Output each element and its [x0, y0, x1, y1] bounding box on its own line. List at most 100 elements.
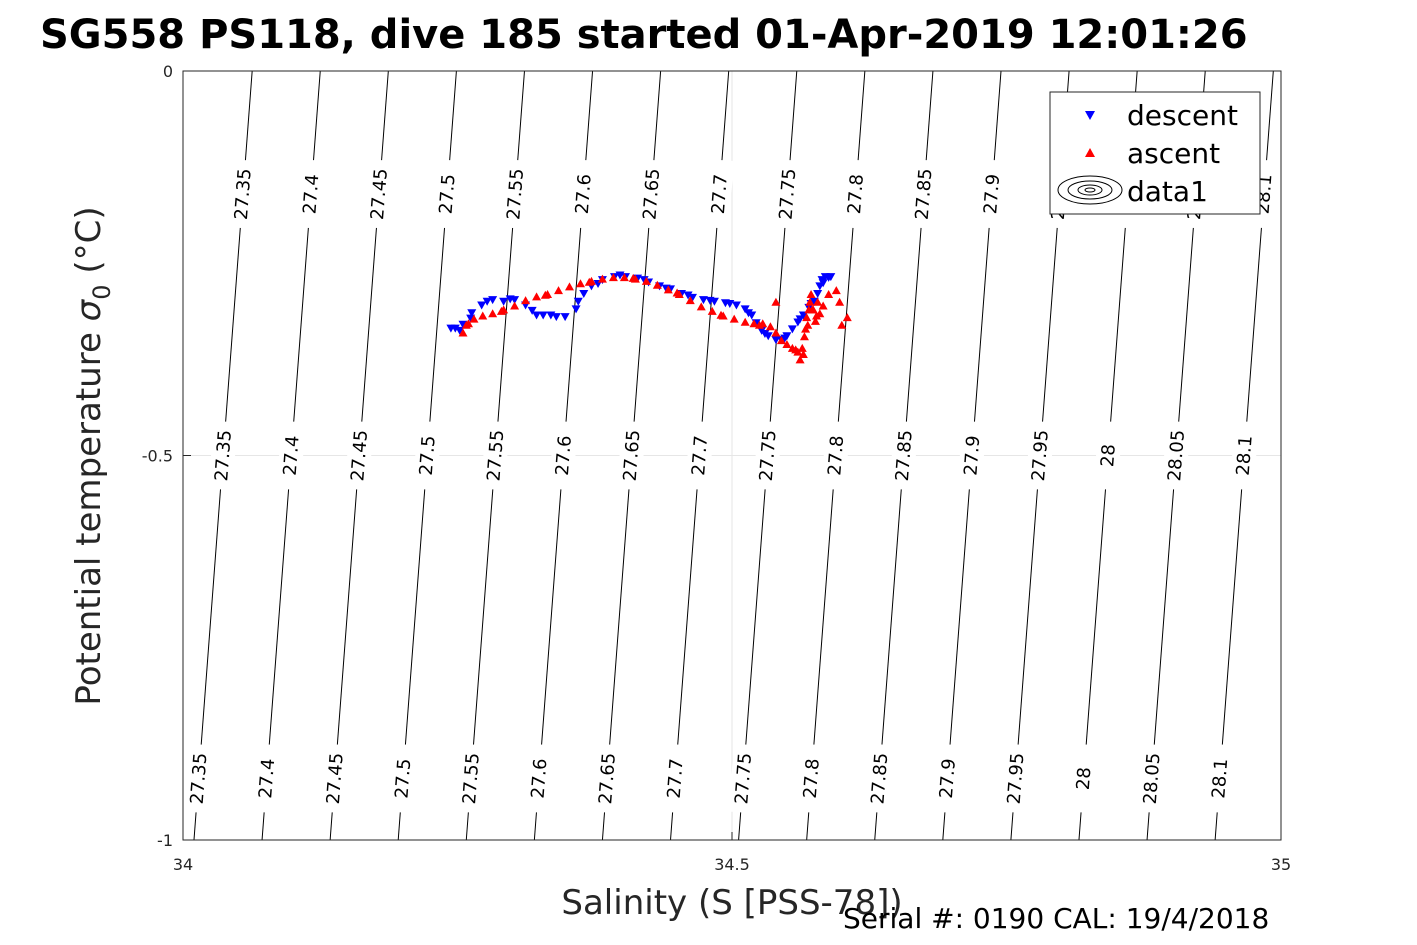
ascent-point: [729, 314, 739, 323]
contour-label: 27.75: [731, 752, 756, 805]
descent-point: [499, 297, 509, 306]
contour-label: 27.9: [980, 173, 1004, 215]
descent-point: [818, 279, 828, 288]
descent-point: [795, 315, 805, 324]
contour-label: 27.8: [800, 758, 824, 800]
contour-label: 27.55: [483, 429, 508, 482]
descent-point: [683, 291, 693, 300]
y-axis-label-subscript: 0: [88, 284, 116, 299]
contour-label-gap: [1025, 420, 1055, 491]
contour-label-gap: [500, 159, 530, 229]
descent-point: [446, 324, 456, 333]
ascent-point: [818, 301, 828, 310]
descent-point: [687, 293, 697, 302]
ascent-point: [628, 273, 638, 282]
contour-label-gap: [909, 159, 939, 229]
contour-label: 27.45: [323, 752, 348, 805]
ascent-point: [798, 349, 808, 358]
y-axis-label: Potential temperature σ0 (°C): [69, 206, 116, 705]
ascent-point: [831, 286, 841, 295]
contour-label: 27.35: [231, 168, 256, 221]
legend-ascent-marker: [1085, 148, 1095, 157]
contour-label-gap: [344, 420, 374, 491]
ascent-point: [782, 339, 792, 348]
contour-label-gap: [821, 420, 851, 491]
contour-label: 27.7: [708, 173, 732, 215]
serial-cal-footer: Serial #: 0190 CAL: 19/4/2018: [843, 902, 1269, 935]
ascent-point: [641, 276, 651, 285]
descent-point: [527, 306, 537, 315]
legend-box: [1049, 91, 1261, 215]
contour-label-gap: [772, 159, 803, 229]
contour-label-gap: [276, 420, 306, 491]
descent-point: [467, 309, 477, 318]
contour-label: 27.45: [347, 429, 372, 482]
ascent-point: [608, 273, 618, 282]
contour-label-gap: [704, 159, 734, 229]
descent-point: [813, 290, 823, 299]
contour-label: 27.55: [459, 752, 484, 805]
ascent-point: [597, 274, 607, 283]
contour-label: 27.65: [620, 429, 645, 482]
contour-label: 27.5: [436, 173, 460, 215]
ascent-point: [776, 336, 786, 345]
ascent-point: [837, 320, 847, 329]
y-axis-label-symbol: σ: [69, 298, 109, 321]
contour-label-gap: [1205, 743, 1235, 814]
contour-label: 27.55: [503, 168, 528, 221]
ascent-point: [554, 286, 564, 295]
contour-label-gap: [412, 420, 442, 491]
descent-point: [560, 313, 570, 322]
descent-point: [477, 301, 487, 310]
ascent-point: [707, 306, 717, 315]
descent-point: [538, 311, 548, 320]
contour-label-gap: [524, 743, 554, 814]
contour-label-gap: [296, 159, 326, 229]
contour-label: 27.6: [528, 758, 552, 800]
contour-label: 27.4: [299, 173, 323, 215]
y-tick-label: -1: [157, 831, 173, 850]
ascent-point: [812, 311, 822, 320]
ascent-point: [652, 280, 662, 289]
contour-label: 27.65: [595, 752, 620, 805]
contour-label: 27.35: [187, 752, 212, 805]
contour-label: 27.35: [211, 429, 236, 482]
ascent-point: [771, 328, 781, 337]
legend-data1-label: data1: [1127, 175, 1208, 208]
y-axis-label-unit: (°C): [69, 206, 109, 284]
ascent-point: [771, 297, 781, 306]
contour-label-gap: [480, 420, 510, 491]
descent-point: [532, 311, 542, 320]
contour-label-gap: [660, 743, 690, 814]
ascent-point: [663, 285, 673, 294]
legend-ascent-label: ascent: [1127, 137, 1220, 170]
contour-label-gap: [617, 420, 647, 491]
contour-label-gap: [252, 743, 282, 814]
contour-label: 28.05: [1140, 752, 1165, 805]
contour-label: 28.05: [1164, 429, 1189, 482]
isopycnal-contours: 27.35 27.35 27.35 27.4 27.4 27.4 27.45 27.45 27.…: [184, 70, 1279, 841]
contour-label: 28: [1097, 443, 1120, 467]
contour-label-gap: [889, 420, 919, 491]
descent-point: [731, 301, 741, 310]
contour-label: 27.85: [867, 752, 892, 805]
descent-point: [551, 313, 561, 322]
contour-label-gap: [364, 159, 394, 229]
contour-label: 27.85: [892, 429, 917, 482]
ascent-point: [478, 311, 488, 320]
ascent-point: [564, 282, 574, 291]
contour-label-gap: [592, 743, 622, 814]
ascent-point: [469, 314, 479, 323]
contour-label: 27.75: [776, 168, 801, 221]
legend-descent-marker: [1085, 111, 1095, 120]
contour-label-gap: [228, 159, 258, 229]
legend: descent ascent data1: [1049, 91, 1261, 215]
contour-label: 27.8: [824, 435, 848, 477]
contour-label: 28.1: [1233, 435, 1257, 477]
contour-label-gap: [184, 743, 214, 814]
ascent-point: [749, 319, 759, 328]
contour-label: 27.6: [552, 435, 576, 477]
descent-point: [698, 296, 708, 305]
descent-point: [760, 329, 770, 338]
